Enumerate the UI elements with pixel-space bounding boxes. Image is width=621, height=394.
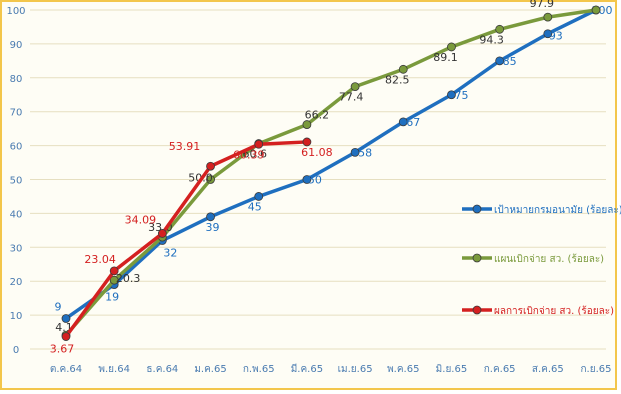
data-point	[302, 120, 312, 129]
data-label: 97.9	[530, 0, 555, 10]
y-tick-label: 0	[13, 345, 19, 356]
legend-label: ผลการเบิกจ่าย สว. (ร้อยละ)	[494, 305, 614, 317]
y-tick-label: 90	[10, 40, 23, 51]
data-label: 20.3	[116, 272, 141, 285]
data-point	[206, 175, 215, 184]
x-tick-label: พ.ค.65	[387, 364, 419, 375]
data-label: 53.91	[169, 140, 201, 153]
legend-label: เป้าหมายกรมอนามัย (ร้อยละ)	[494, 204, 621, 216]
y-tick-label: 80	[10, 74, 23, 85]
legend-swatch-marker	[472, 204, 482, 214]
data-label: 33.0	[148, 221, 173, 234]
data-point	[206, 161, 215, 171]
data-point	[350, 147, 360, 157]
data-point	[254, 139, 264, 149]
x-tick-label: ส.ค.65	[532, 364, 564, 375]
series-line	[64, 8, 597, 337]
data-point	[447, 42, 456, 52]
data-label: 85	[503, 55, 517, 68]
data-label: 39	[206, 221, 220, 234]
data-point	[61, 332, 71, 341]
y-tick-label: 30	[10, 243, 23, 254]
y-tick-label: 60	[10, 142, 23, 153]
data-point	[543, 12, 553, 22]
y-tick-label: 20	[10, 277, 23, 288]
data-point	[302, 137, 312, 147]
data-label: 50	[308, 174, 322, 187]
data-label: 60.39	[233, 148, 265, 161]
data-label: 45	[248, 200, 262, 213]
data-label: 61.08	[301, 146, 333, 159]
data-point	[109, 275, 119, 285]
data-point	[591, 5, 601, 15]
data-label: 19	[105, 291, 119, 304]
data-label: 82.5	[385, 73, 410, 86]
y-tick-label: 50	[10, 176, 23, 187]
data-point	[109, 266, 119, 276]
x-tick-label: ม.ค.65	[194, 364, 226, 375]
legend-label: แผนเบิกจ่าย สว. (ร้อยละ)	[494, 253, 604, 265]
data-label: 67	[406, 116, 420, 129]
series-line	[64, 140, 307, 338]
y-tick-label: 100	[6, 6, 25, 17]
data-point	[206, 212, 215, 222]
data-point	[543, 29, 553, 39]
y-tick-label: 10	[10, 311, 23, 322]
x-tick-label: ก.ค.65	[484, 364, 516, 375]
legend-swatch-marker	[472, 305, 482, 315]
x-tick-label: ธ.ค.64	[146, 364, 178, 375]
data-point	[61, 314, 71, 323]
data-label: 9	[55, 300, 62, 313]
data-point	[302, 175, 312, 184]
data-label: 23.04	[84, 253, 116, 266]
data-point	[350, 82, 360, 92]
data-label: 34.09	[125, 213, 157, 226]
x-tick-label: ก.ย.65	[581, 364, 612, 375]
data-label: 58	[358, 146, 372, 159]
x-tick-label: มี.ค.65	[291, 363, 323, 375]
y-tick-label: 70	[10, 108, 23, 119]
data-point	[398, 64, 408, 74]
data-label: 77.4	[339, 91, 364, 104]
legend-swatch-marker	[472, 253, 482, 263]
data-point	[157, 229, 167, 238]
data-label: 66.2	[305, 109, 330, 122]
data-label: 93	[549, 30, 563, 43]
data-point	[495, 24, 505, 34]
x-tick-label: ต.ค.64	[50, 364, 82, 375]
x-tick-label: พ.ย.64	[98, 364, 130, 375]
series-line	[64, 8, 597, 320]
data-point	[398, 117, 408, 127]
x-tick-label: ก.พ.65	[243, 364, 275, 375]
data-label: 75	[454, 89, 468, 102]
data-label: 89.1	[433, 51, 458, 64]
data-label: 3.67	[50, 343, 75, 356]
data-label: 94.3	[479, 33, 504, 46]
x-tick-label: เม.ย.65	[338, 364, 373, 375]
x-tick-label: มิ.ย.65	[436, 364, 468, 375]
data-label: 100.0	[574, 0, 606, 3]
y-tick-label: 40	[10, 209, 23, 220]
data-point	[254, 192, 264, 201]
data-label: 32	[163, 247, 177, 260]
data-point	[495, 56, 505, 66]
data-point	[447, 90, 456, 100]
